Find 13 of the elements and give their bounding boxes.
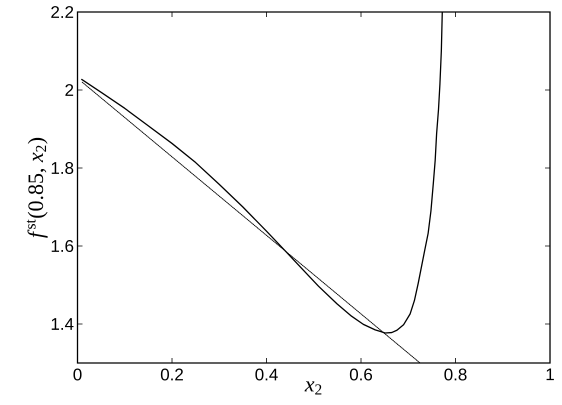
y-tick-label: 2 [65,84,74,96]
x-tick-label: 0.8 [444,368,467,381]
x-axis-title: x$_{2}$ [304,381,322,395]
y-tick-label: 2.2 [51,6,74,18]
y-tick-label: 1.6 [52,240,74,252]
y-tick-label: 1.4 [52,318,74,330]
y-tick-label: 1.8 [52,162,74,174]
x-tick-label: 0.4 [255,368,278,381]
y-axis-title: f$^{st}$(0.85, x$_{2}$) [26,138,48,238]
x-tick-label: 1 [546,368,554,380]
x-tick-label: 0.2 [160,368,183,381]
x-tick-label: 0.6 [350,368,372,381]
x-tick-label: 0 [73,368,82,381]
